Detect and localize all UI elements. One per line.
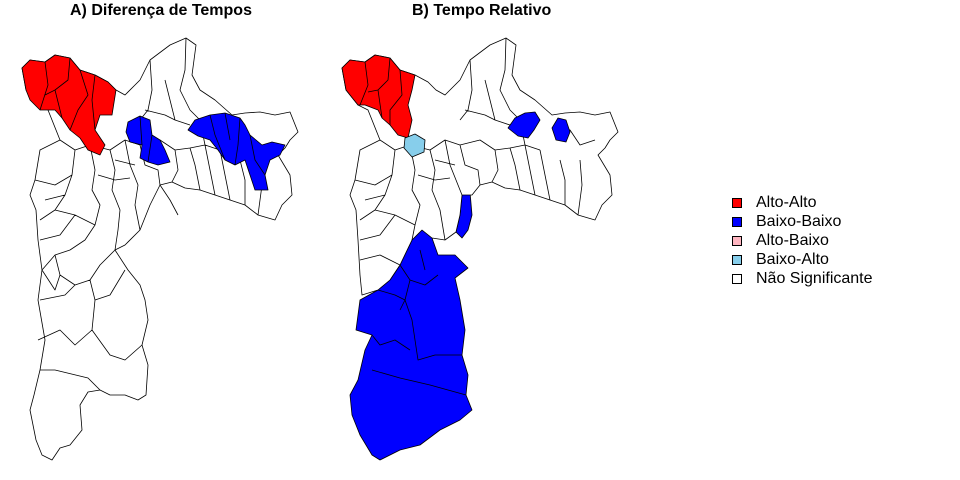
map-a-internal-borders [34, 37, 263, 391]
map-b-internal-borders [354, 37, 596, 266]
legend-item-baixo-baixo: Baixo-Baixo [732, 212, 873, 231]
legend-item-nao-significante: Não Significante [732, 269, 873, 288]
legend: Alto-Alto Baixo-Baixo Alto-Baixo Baixo-A… [732, 193, 873, 288]
legend-label: Não Significante [756, 269, 873, 287]
panel-b-title: B) Tempo Relativo [412, 2, 552, 19]
legend-item-alto-alto: Alto-Alto [732, 193, 873, 212]
legend-label: Alto-Alto [756, 193, 817, 211]
legend-label: Baixo-Alto [756, 250, 829, 268]
map-b-south-borders [371, 249, 467, 396]
legend-label: Baixo-Baixo [756, 212, 842, 230]
panel-a-title: A) Diferença de Tempos [70, 2, 252, 19]
legend-swatch-alto-baixo [732, 235, 742, 246]
legend-swatch-baixo-baixo [732, 216, 742, 227]
map-b-red-borders [359, 57, 403, 125]
map-tempo-relativo [341, 37, 619, 461]
map-diferenca-de-tempos [21, 37, 299, 461]
legend-item-alto-baixo: Alto-Baixo [732, 231, 873, 250]
map-a-region-baixo-baixo-east [187, 112, 286, 191]
map-a-blue-borders [139, 112, 266, 176]
legend-label: Alto-Baixo [756, 231, 829, 249]
legend-swatch-nao-significante [732, 273, 742, 284]
map-b-region-baixo-alto [403, 133, 426, 158]
legend-swatch-baixo-alto [732, 254, 742, 265]
map-b-region-baixo-baixo-ne2 [551, 117, 571, 143]
map-a-region-baixo-baixo-center [125, 115, 171, 166]
map-b-region-baixo-baixo-ne1 [507, 111, 541, 139]
map-b-region-alto-alto [341, 54, 416, 139]
map-b-outline [341, 37, 619, 296]
legend-item-baixo-alto: Baixo-Alto [732, 250, 873, 269]
legend-swatch-alto-alto [732, 197, 742, 208]
map-a-red-borders [39, 57, 96, 131]
map-b-region-baixo-baixo-south [349, 229, 473, 461]
